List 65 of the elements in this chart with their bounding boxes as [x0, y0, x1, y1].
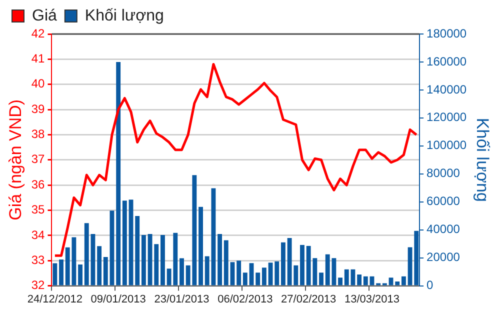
bar — [110, 210, 114, 286]
bar — [395, 281, 400, 286]
bar — [59, 260, 64, 286]
bar — [363, 276, 368, 286]
bar — [388, 278, 394, 286]
bar — [357, 274, 362, 286]
bar — [300, 244, 304, 286]
y-tick-label: 38 — [31, 127, 46, 142]
bar — [52, 263, 58, 286]
legend-label: Giá — [32, 7, 57, 24]
bar — [180, 258, 184, 286]
y2-tick-label: 180000 — [426, 26, 467, 40]
legend-label: Khối lượng — [84, 7, 164, 24]
x-tick-label: 23/01/2013 — [154, 293, 210, 306]
y-axis-title: Giá (ngàn VND) — [6, 99, 25, 220]
x-tick-label: 27/02/2013 — [281, 293, 336, 306]
y2-tick-label: 60000 — [426, 194, 460, 208]
bar — [141, 235, 146, 286]
y-tick-label: 42 — [31, 26, 46, 40]
x-tick-label: 06/02/2013 — [218, 293, 273, 306]
y2-tick-label: 20000 — [426, 250, 460, 264]
bar — [401, 276, 406, 286]
y-tick-label: 32 — [31, 278, 46, 292]
bar — [103, 256, 108, 286]
x-tick-label: 09/01/2013 — [90, 293, 146, 306]
bar — [116, 62, 121, 286]
x-tick-label: 13/03/2013 — [344, 293, 400, 306]
bar — [242, 272, 248, 286]
bar — [78, 264, 83, 286]
y-tick-label: 41 — [31, 51, 46, 66]
bar — [280, 242, 286, 286]
y-tick-label: 37 — [31, 152, 46, 166]
y2-tick-label: 80000 — [426, 166, 460, 180]
bar — [236, 260, 242, 286]
bar — [256, 272, 260, 286]
y-tick-label: 35 — [31, 202, 46, 217]
y-tick-label: 33 — [31, 252, 46, 267]
y-tick-label: 34 — [31, 228, 46, 242]
y-tick-label: 36 — [31, 177, 46, 192]
y2-tick-label: 100000 — [426, 138, 467, 152]
bar — [224, 240, 228, 286]
bar — [135, 216, 140, 286]
bar — [262, 268, 266, 286]
bar — [350, 269, 356, 286]
x-tick-label: 24/12/2012 — [27, 293, 82, 306]
bar — [198, 206, 203, 286]
bar — [122, 200, 127, 286]
y2-tick-label: 40000 — [426, 222, 460, 236]
bar — [344, 269, 349, 286]
y-tick-label: 39 — [31, 102, 46, 116]
y2-tick-label: 120000 — [426, 110, 467, 124]
bar — [218, 234, 222, 286]
bar — [97, 246, 102, 286]
bar — [160, 235, 165, 286]
y2-axis-title: Khối lượng — [473, 118, 492, 202]
bar — [230, 262, 235, 286]
bar — [128, 200, 134, 286]
bar — [338, 278, 343, 286]
y2-tick-label: 0 — [426, 278, 434, 292]
y-tick-label: 40 — [31, 76, 46, 91]
bar — [319, 272, 324, 286]
y2-tick-label: 140000 — [426, 82, 467, 96]
bar — [370, 276, 374, 286]
y2-tick-label: 160000 — [426, 54, 467, 68]
bar — [249, 263, 254, 286]
